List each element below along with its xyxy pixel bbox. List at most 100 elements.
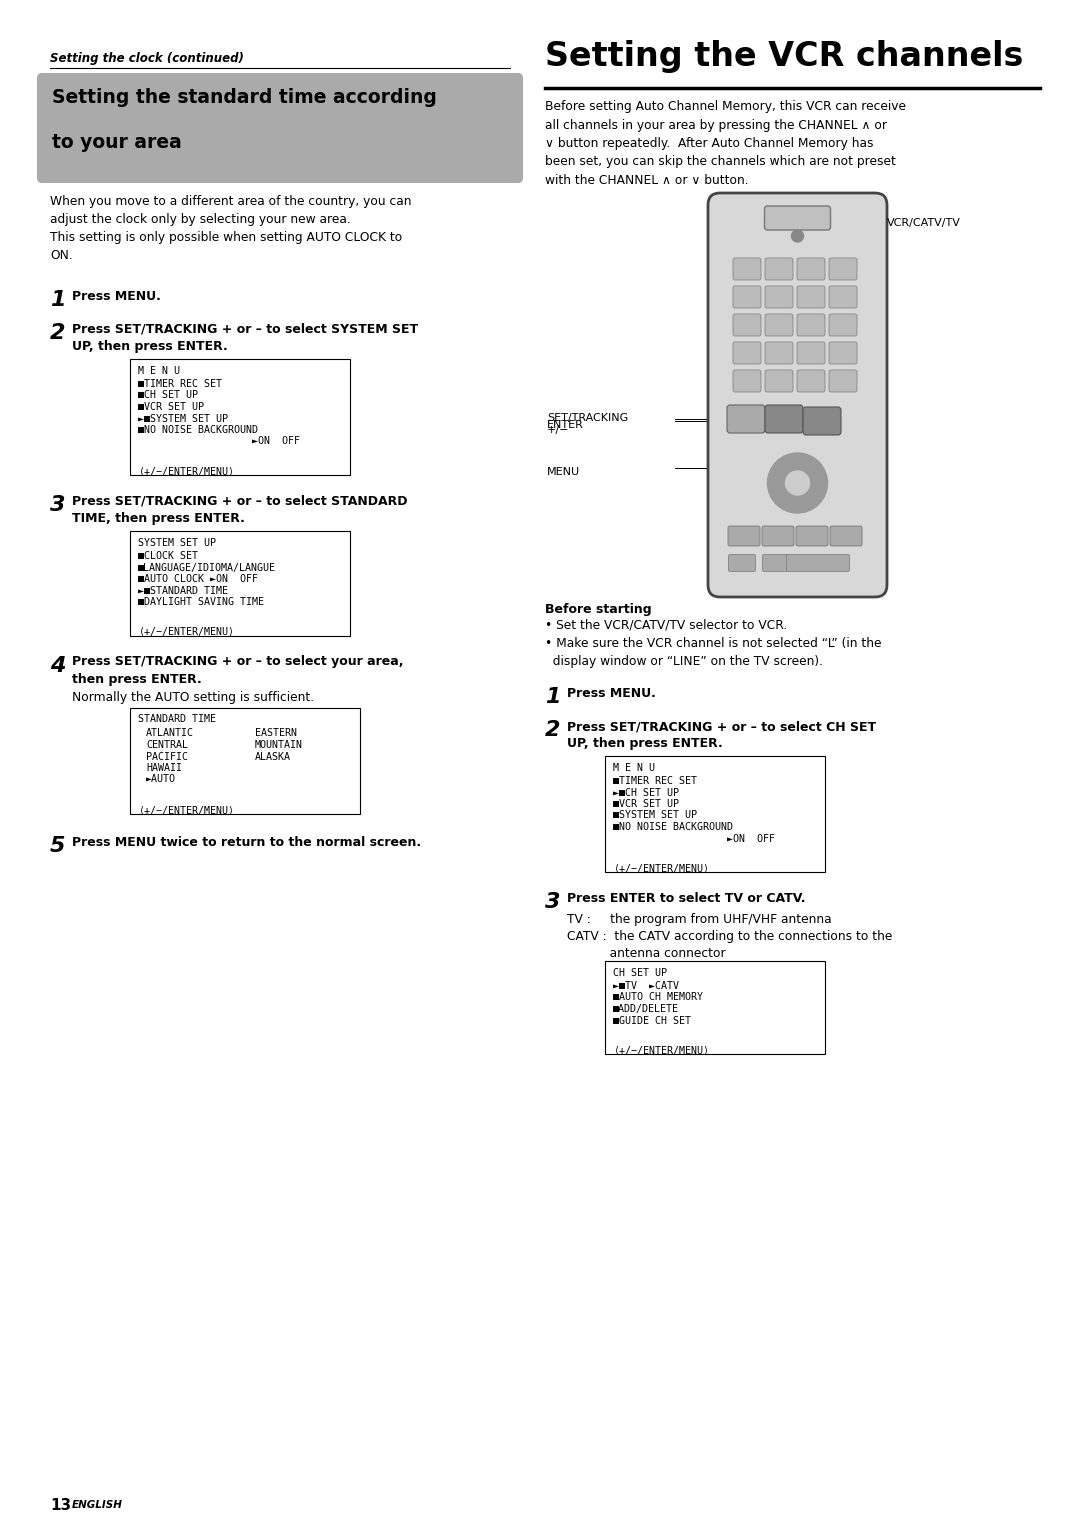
Text: ENTER: ENTER	[546, 420, 584, 429]
Circle shape	[768, 452, 827, 513]
Text: ►■TV  ►CATV: ►■TV ►CATV	[613, 981, 679, 992]
Text: SYSTEM SET UP: SYSTEM SET UP	[138, 538, 216, 549]
Text: ■TIMER REC SET: ■TIMER REC SET	[613, 776, 697, 785]
Text: ■VCR SET UP: ■VCR SET UP	[138, 402, 204, 413]
Text: ⟨+/−/ENTER/MENU⟩: ⟨+/−/ENTER/MENU⟩	[138, 628, 234, 637]
Text: ⟨+/−/ENTER/MENU⟩: ⟨+/−/ENTER/MENU⟩	[138, 468, 234, 477]
Text: ■NO NOISE BACKGROUND: ■NO NOISE BACKGROUND	[138, 425, 258, 435]
Text: ■AUTO CLOCK ►ON  OFF: ■AUTO CLOCK ►ON OFF	[138, 575, 258, 584]
Text: Press SET/TRACKING + or – to select STANDARD
TIME, then press ENTER.: Press SET/TRACKING + or – to select STAN…	[72, 495, 407, 526]
Text: ■NO NOISE BACKGROUND: ■NO NOISE BACKGROUND	[613, 822, 733, 833]
FancyBboxPatch shape	[829, 313, 858, 336]
Text: ■GUIDE CH SET: ■GUIDE CH SET	[613, 1016, 691, 1025]
Text: CH SET UP: CH SET UP	[613, 969, 667, 978]
FancyBboxPatch shape	[37, 73, 523, 183]
Circle shape	[792, 231, 804, 241]
Text: ⟨+/−/ENTER/MENU⟩: ⟨+/−/ENTER/MENU⟩	[613, 863, 708, 874]
FancyBboxPatch shape	[765, 286, 793, 309]
FancyBboxPatch shape	[733, 313, 761, 336]
Bar	[775, 475, 792, 490]
FancyBboxPatch shape	[831, 526, 862, 545]
Text: M E N U: M E N U	[613, 762, 654, 773]
FancyBboxPatch shape	[733, 342, 761, 364]
FancyBboxPatch shape	[786, 555, 850, 571]
Text: ■TIMER REC SET: ■TIMER REC SET	[138, 379, 222, 390]
Text: EASTERN: EASTERN	[255, 729, 297, 738]
Text: Press MENU.: Press MENU.	[72, 290, 161, 303]
Bar	[130, 359, 350, 475]
Text: 5: 5	[50, 836, 66, 856]
Text: CENTRAL: CENTRAL	[146, 740, 188, 750]
Text: ENGLISH: ENGLISH	[72, 1500, 123, 1510]
Circle shape	[785, 471, 810, 495]
Text: MENU: MENU	[546, 468, 580, 477]
FancyBboxPatch shape	[797, 342, 825, 364]
Bar	[789, 461, 806, 477]
Text: ■CH SET UP: ■CH SET UP	[138, 391, 198, 400]
FancyBboxPatch shape	[765, 258, 793, 280]
FancyBboxPatch shape	[762, 526, 794, 545]
FancyBboxPatch shape	[804, 406, 841, 435]
FancyBboxPatch shape	[829, 286, 858, 309]
Text: ATLANTIC: ATLANTIC	[146, 729, 194, 738]
Text: ■AUTO CH MEMORY: ■AUTO CH MEMORY	[613, 993, 703, 1002]
Text: Press SET/TRACKING + or – to select SYSTEM SET
UP, then press ENTER.: Press SET/TRACKING + or – to select SYST…	[72, 322, 418, 353]
Text: SET/TRACKING
+/−: SET/TRACKING +/−	[546, 413, 629, 435]
Text: ►AUTO: ►AUTO	[146, 775, 176, 784]
Text: Setting the clock (continued): Setting the clock (continued)	[50, 52, 244, 66]
Text: Setting the VCR channels: Setting the VCR channels	[545, 40, 1024, 73]
Text: 2: 2	[50, 322, 66, 342]
Text: Press MENU twice to return to the normal screen.: Press MENU twice to return to the normal…	[72, 836, 421, 850]
Text: ⟨+/−/ENTER/MENU⟩: ⟨+/−/ENTER/MENU⟩	[138, 805, 234, 816]
FancyBboxPatch shape	[708, 193, 887, 597]
FancyBboxPatch shape	[765, 313, 793, 336]
Text: 3: 3	[545, 892, 561, 912]
Text: ►■CH SET UP: ►■CH SET UP	[613, 787, 679, 798]
FancyBboxPatch shape	[797, 286, 825, 309]
Text: ■SYSTEM SET UP: ■SYSTEM SET UP	[613, 810, 697, 821]
Text: ■ADD/DELETE: ■ADD/DELETE	[613, 1004, 679, 1015]
Text: 13: 13	[50, 1497, 71, 1513]
Text: to your area: to your area	[52, 133, 181, 151]
FancyBboxPatch shape	[829, 342, 858, 364]
FancyBboxPatch shape	[765, 370, 793, 393]
Text: 1: 1	[545, 688, 561, 707]
FancyBboxPatch shape	[797, 258, 825, 280]
Text: Press ENTER to select TV or CATV.: Press ENTER to select TV or CATV.	[567, 892, 806, 905]
Text: ■CLOCK SET: ■CLOCK SET	[138, 552, 198, 561]
Text: HAWAII: HAWAII	[146, 762, 183, 773]
Text: ⟨+/−/ENTER/MENU⟩: ⟨+/−/ENTER/MENU⟩	[613, 1047, 708, 1056]
Text: ■VCR SET UP: ■VCR SET UP	[613, 799, 679, 808]
Bar	[605, 756, 825, 872]
Bar	[605, 961, 825, 1054]
Text: ALASKA: ALASKA	[255, 752, 291, 761]
FancyBboxPatch shape	[829, 370, 858, 393]
FancyBboxPatch shape	[797, 370, 825, 393]
Text: Before setting Auto Channel Memory, this VCR can receive
all channels in your ar: Before setting Auto Channel Memory, this…	[545, 99, 906, 186]
Bar	[130, 707, 360, 814]
Text: Press MENU.: Press MENU.	[567, 688, 656, 700]
Text: Press SET/TRACKING + or – to select CH SET
UP, then press ENTER.: Press SET/TRACKING + or – to select CH S…	[567, 720, 876, 750]
Text: When you move to a different area of the country, you can
adjust the clock only : When you move to a different area of the…	[50, 196, 411, 261]
Text: ►■STANDARD TIME: ►■STANDARD TIME	[138, 585, 228, 596]
Text: 2: 2	[545, 720, 561, 740]
FancyBboxPatch shape	[733, 258, 761, 280]
Text: ►■SYSTEM SET UP: ►■SYSTEM SET UP	[138, 414, 228, 423]
FancyBboxPatch shape	[728, 526, 760, 545]
Text: ■LANGUAGE/IDIOMA/LANGUE: ■LANGUAGE/IDIOMA/LANGUE	[138, 562, 276, 573]
Text: Normally the AUTO setting is sufficient.: Normally the AUTO setting is sufficient.	[72, 692, 314, 704]
FancyBboxPatch shape	[729, 555, 756, 571]
Text: ►ON  OFF: ►ON OFF	[138, 437, 300, 446]
FancyBboxPatch shape	[762, 555, 789, 571]
Text: Setting the standard time according: Setting the standard time according	[52, 89, 437, 107]
FancyBboxPatch shape	[733, 286, 761, 309]
Text: M E N U: M E N U	[138, 367, 180, 376]
Text: • Make sure the VCR channel is not selected “L” (in the
  display window or “LIN: • Make sure the VCR channel is not selec…	[545, 637, 881, 668]
Text: STANDARD TIME: STANDARD TIME	[138, 715, 216, 724]
FancyBboxPatch shape	[727, 405, 765, 432]
FancyBboxPatch shape	[797, 313, 825, 336]
Text: 1: 1	[50, 290, 66, 310]
Text: VCR/CATV/TV: VCR/CATV/TV	[887, 219, 961, 228]
Text: 4: 4	[50, 656, 66, 675]
FancyBboxPatch shape	[765, 342, 793, 364]
